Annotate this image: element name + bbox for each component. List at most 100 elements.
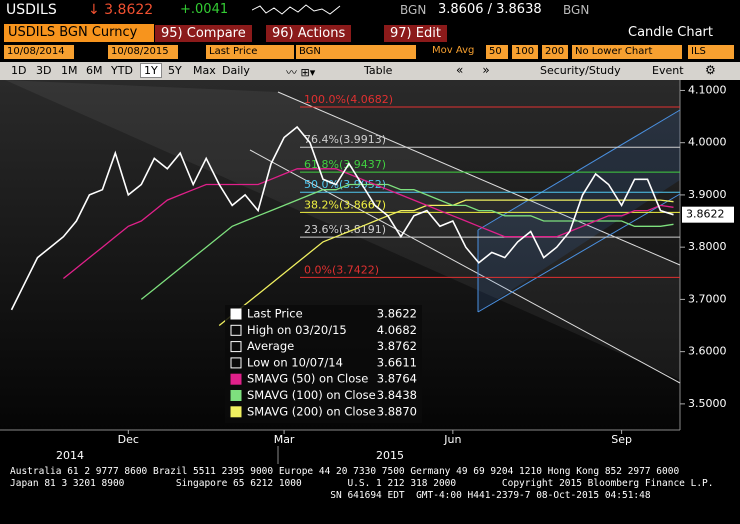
fib-label: 76.4%(3.9913) <box>304 133 386 146</box>
y-tick-label: 4.0000 <box>688 136 727 149</box>
security[interactable]: USDILS BGN Curncy <box>4 24 154 42</box>
mov-avg: Mov Avg <box>432 45 475 56</box>
period-button[interactable]: YTD <box>111 64 133 77</box>
frequency[interactable]: Daily <box>222 64 250 77</box>
legend-swatch <box>230 341 242 353</box>
start-date[interactable]: 10/08/2014 <box>4 45 74 59</box>
legend-swatch <box>230 406 242 418</box>
y-tick-label: 3.8000 <box>688 240 727 253</box>
legend-label: SMAVG (100) on Close <box>247 388 376 402</box>
channel <box>5 80 680 380</box>
table-button[interactable]: Table <box>364 64 393 77</box>
year-label: 2015 <box>376 449 404 462</box>
period-button[interactable]: 1M <box>61 64 78 77</box>
fib-label: 23.6%(3.8191) <box>304 223 386 236</box>
draw-tools[interactable]: 〰 ⊞▾ <box>286 66 316 79</box>
legend-label: Last Price <box>247 307 303 321</box>
fib-label: 38.2%(3.8667) <box>304 198 386 211</box>
y-tick-label: 3.9000 <box>688 188 727 201</box>
ma-period[interactable]: 200 <box>542 45 568 59</box>
legend-swatch <box>230 308 242 320</box>
period-button[interactable]: 6M <box>86 64 103 77</box>
x-tick-label: Sep <box>611 433 632 446</box>
legend-swatch <box>230 373 242 385</box>
channel-line <box>249 149 681 384</box>
chart-kind: Candle Chart <box>628 25 714 40</box>
legend-value: 3.6611 <box>377 355 417 369</box>
y-tick-label: 3.6000 <box>688 345 727 358</box>
lower-chart[interactable]: No Lower Chart <box>572 45 682 59</box>
year-label: 2014 <box>56 449 84 462</box>
y-tick-label: 4.1000 <box>688 83 727 96</box>
nav[interactable]: « » <box>456 63 490 77</box>
ma-period[interactable]: 100 <box>512 45 538 59</box>
legend-value: 4.0682 <box>377 323 417 337</box>
fib-label: 100.0%(4.0682) <box>304 93 393 106</box>
period-button[interactable]: 1D <box>11 64 27 77</box>
series-line <box>10 125 674 311</box>
channel-line <box>477 109 681 231</box>
ticker: USDILS <box>6 2 57 18</box>
currency[interactable]: ILS <box>688 45 734 59</box>
y-tick-label: 3.5000 <box>688 397 727 410</box>
legend-label: SMAVG (50) on Close <box>247 372 368 386</box>
series-line <box>218 199 674 327</box>
legend-value: 3.8622 <box>377 307 417 321</box>
x-tick-label: Dec <box>118 433 139 446</box>
toolbar: 〰 ⊞▾ Table « » Security/Study Event ⚙ 1D… <box>0 62 740 80</box>
period-button[interactable]: Max <box>193 64 216 77</box>
source: BGN <box>400 3 427 17</box>
legend-swatch <box>230 357 242 369</box>
fib-label: 0.0%(3.7422) <box>304 263 379 276</box>
legend-value: 3.8764 <box>377 372 417 386</box>
axis-area <box>680 80 740 465</box>
change: +.0041 <box>180 2 229 17</box>
study-button[interactable]: Security/Study <box>540 64 621 77</box>
legend-swatch <box>230 324 242 336</box>
legend-box <box>225 305 422 423</box>
field[interactable]: Last Price <box>206 45 294 59</box>
chart: 3.5000 3.6000 3.7000 3.8000 3.9000 4.0000 4.10… <box>0 80 740 465</box>
series-line <box>140 183 674 300</box>
x-tick-label: Mar <box>274 433 295 446</box>
sparkline <box>252 4 341 15</box>
source: BGN <box>563 3 590 17</box>
last-price: ↓ 3.8622 <box>88 2 154 18</box>
period-button[interactable]: 3D <box>36 64 52 77</box>
period-button[interactable]: 1Y <box>140 63 162 78</box>
field-source[interactable]: BGN <box>296 45 416 59</box>
legend-label: High on 03/20/15 <box>247 323 347 337</box>
price-tag <box>682 206 734 223</box>
legend-swatch <box>230 390 242 401</box>
footer-line: Japan 81 3 3201 8900 Singapore 65 6212 1… <box>10 478 714 489</box>
channel-line <box>477 193 681 313</box>
action-bar: USDILS BGN Curncy 95) Compare 96) Action… <box>0 24 740 42</box>
fib-label: 50.0%(3.9052) <box>304 178 386 191</box>
footer-line: Australia 61 2 9777 8600 Brazil 5511 239… <box>10 466 680 477</box>
series-line <box>62 168 674 280</box>
legend-value: 3.8762 <box>377 339 417 353</box>
channel-line <box>277 91 681 266</box>
footer-line: SN 641694 EDT GMT-4:00 H441-2379-7 08-Oc… <box>10 490 651 501</box>
edit-button[interactable]: 97) Edit <box>384 25 447 42</box>
settings-bar: 10/08/2014 10/08/2015 Last Price BGN Mov… <box>0 44 740 60</box>
period-button[interactable]: 5Y <box>168 64 182 77</box>
quote-bar: USDILS ↓ 3.8622 +.0041 BGN 3.8606 / 3.86… <box>0 0 740 20</box>
x-tick-label: Jun <box>443 433 461 446</box>
legend-label: Average <box>247 339 294 353</box>
legend-value: 3.8438 <box>377 388 417 402</box>
legend-label: SMAVG (200) on Close <box>247 404 376 418</box>
compare-button[interactable]: 95) Compare <box>155 25 252 42</box>
actions-button[interactable]: 96) Actions <box>266 25 352 42</box>
legend-label: Low on 10/07/14 <box>247 355 343 369</box>
settings[interactable]: ⚙ <box>705 63 716 77</box>
y-tick-label: 3.7000 <box>688 292 727 305</box>
price-tag-label: 3.8622 <box>686 208 725 221</box>
bid-ask: 3.8606 / 3.8638 <box>438 2 542 17</box>
legend-value: 3.8870 <box>377 404 417 418</box>
end-date[interactable]: 10/08/2015 <box>108 45 178 59</box>
event-button[interactable]: Event <box>652 64 684 77</box>
fib-label: 61.8%(3.9437) <box>304 158 386 171</box>
ma-period[interactable]: 50 <box>486 45 508 59</box>
